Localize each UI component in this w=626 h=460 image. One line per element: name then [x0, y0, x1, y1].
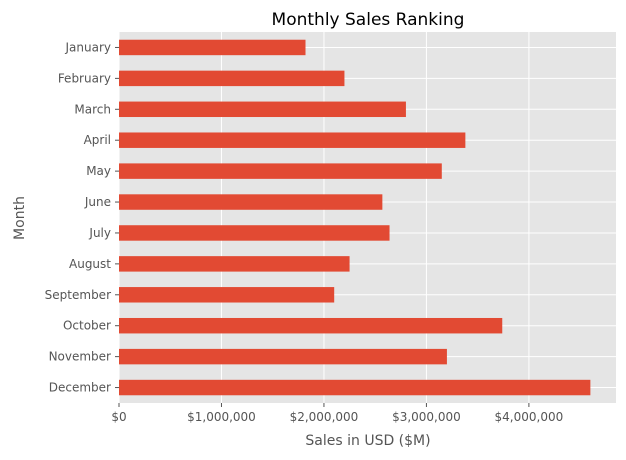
y-tick-label: June: [84, 195, 111, 209]
plot-area: [119, 32, 616, 403]
y-tick-label: April: [84, 133, 111, 147]
bar-january: [119, 39, 306, 56]
y-tick-label: September: [45, 288, 111, 302]
bar-july: [119, 225, 390, 241]
y-tick-label: November: [49, 350, 111, 364]
bar-september: [119, 287, 335, 303]
y-tick-label: July: [88, 226, 111, 240]
bar-february: [119, 70, 345, 87]
bar-december: [119, 379, 591, 396]
x-tick-label: $2,000,000: [290, 410, 359, 424]
bar-november: [119, 348, 447, 365]
x-tick-labels: $0 $1,000,000 $2,000,000 $3,000,000 $4,000,0…: [111, 403, 563, 424]
x-axis-label: Sales in USD ($M): [305, 433, 430, 449]
y-tick-label: October: [63, 319, 111, 333]
x-tick-label: $1,000,000: [187, 410, 256, 424]
y-axis-label: Month: [12, 196, 28, 240]
y-tick-label: January: [65, 40, 112, 54]
bar-august: [119, 256, 350, 272]
x-tick-label: $0: [111, 410, 126, 424]
y-tick-label: August: [69, 257, 111, 271]
bar-october: [119, 317, 503, 334]
x-tick-label: $3,000,000: [392, 410, 461, 424]
bar-march: [119, 101, 406, 118]
x-tick-label: $4,000,000: [495, 410, 564, 424]
y-tick-label: December: [49, 381, 111, 395]
y-tick-label: March: [74, 102, 111, 116]
y-tick-label: May: [86, 164, 111, 178]
bars: [119, 39, 591, 396]
y-tick-labels: January February March April May June July Augu…: [45, 40, 119, 395]
bar-april: [119, 132, 466, 148]
y-tick-label: February: [58, 71, 111, 85]
bar-may: [119, 163, 442, 179]
bar-june: [119, 194, 383, 210]
chart-title: Monthly Sales Ranking: [272, 10, 465, 30]
